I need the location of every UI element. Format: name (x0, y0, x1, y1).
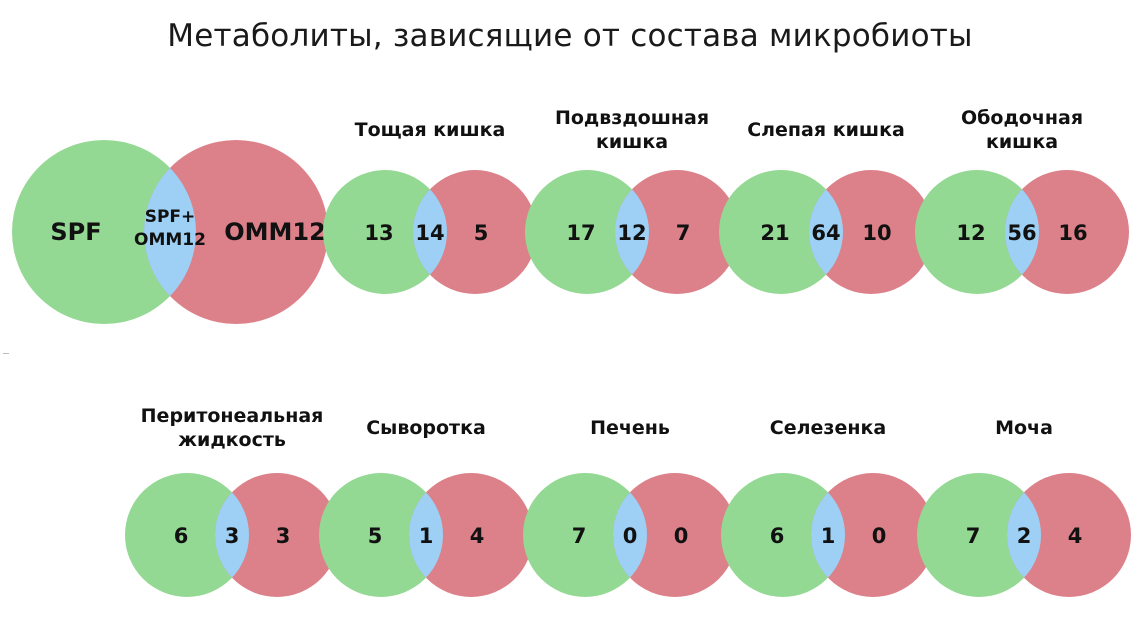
omm12-circle (144, 140, 328, 324)
overlap-count: 64 (811, 221, 840, 245)
spf-only-count: 6 (174, 524, 189, 548)
omm12-circle (613, 473, 737, 597)
overlap-count: 3 (225, 524, 240, 548)
venn-2-title-line2: кишка (596, 131, 668, 153)
omm12-only-count: 4 (1068, 524, 1083, 548)
venn-8-title: Селезенка (770, 417, 886, 439)
omm12-circle (809, 170, 933, 294)
spf-circle (917, 473, 1041, 597)
spf-circle (125, 473, 249, 597)
venn-7-title: Печень (590, 417, 670, 439)
legend-omm12-label: OMM12 (224, 218, 326, 246)
overlap-count: 12 (617, 221, 646, 245)
overlap-count: 1 (821, 524, 836, 548)
legend-venn: SPF SPF+ OMM12 OMM12 (12, 140, 328, 324)
spf-only-count: 12 (956, 221, 985, 245)
spf-only-count: 6 (770, 524, 785, 548)
edge-mark (3, 353, 9, 354)
venn-4-title-line1: Ободочная (961, 107, 1083, 129)
venn-8: Селезенка 6 1 0 (721, 417, 935, 597)
omm12-circle (409, 473, 533, 597)
spf-only-count: 7 (572, 524, 587, 548)
venn-3: Слепая кишка 21 64 10 (719, 119, 933, 294)
omm12-only-count: 10 (862, 221, 891, 245)
venn-1: Тощая кишка 13 14 5 (323, 119, 537, 294)
spf-circle (915, 170, 1039, 294)
omm12-only-count: 4 (470, 524, 485, 548)
overlap-count: 1 (419, 524, 434, 548)
venn-5-title-line1: Перитонеальная (141, 405, 324, 427)
venn-7: Печень 7 0 0 (523, 417, 737, 597)
omm12-circle (615, 170, 739, 294)
overlap-count: 14 (415, 221, 444, 245)
omm12-circle (1005, 170, 1129, 294)
spf-circle (721, 473, 845, 597)
spf-only-count: 7 (966, 524, 981, 548)
legend-spf-label: SPF (50, 218, 101, 246)
omm12-only-count: 0 (872, 524, 887, 548)
venn-9-title: Моча (995, 417, 1053, 439)
omm12-only-count: 3 (276, 524, 291, 548)
overlap-count: 2 (1017, 524, 1032, 548)
omm12-circle (1007, 473, 1131, 597)
spf-only-count: 21 (760, 221, 789, 245)
omm12-only-count: 7 (676, 221, 691, 245)
venn-2-title-line1: Подвздошная (555, 107, 709, 129)
venn-6-title: Сыворотка (366, 417, 486, 439)
spf-only-count: 13 (364, 221, 393, 245)
omm12-circle (413, 170, 537, 294)
venn-9: Моча 7 2 4 (917, 417, 1131, 597)
legend-overlap-label-line2: OMM12 (134, 230, 206, 250)
spf-circle (719, 170, 843, 294)
overlap-count: 56 (1007, 221, 1036, 245)
venn-1-title: Тощая кишка (355, 119, 506, 141)
legend-overlap-label-line1: SPF+ (145, 207, 196, 227)
omm12-only-count: 16 (1058, 221, 1087, 245)
venn-3-title: Слепая кишка (747, 119, 905, 141)
spf-circle (12, 140, 196, 324)
omm12-circle (811, 473, 935, 597)
omm12-only-count: 5 (474, 221, 489, 245)
overlap-count: 0 (623, 524, 638, 548)
venn-6: Сыворотка 5 1 4 (319, 417, 533, 597)
spf-circle (319, 473, 443, 597)
spf-circle (523, 473, 647, 597)
venn-5-title-line2: жидкость (178, 429, 286, 451)
omm12-only-count: 0 (674, 524, 689, 548)
page-title: Метаболиты, зависящие от состава микроби… (167, 18, 973, 54)
omm12-circle (215, 473, 339, 597)
venn-4-title-line2: кишка (986, 131, 1058, 153)
spf-circle (525, 170, 649, 294)
spf-only-count: 17 (566, 221, 595, 245)
spf-circle (323, 170, 447, 294)
spf-only-count: 5 (368, 524, 383, 548)
